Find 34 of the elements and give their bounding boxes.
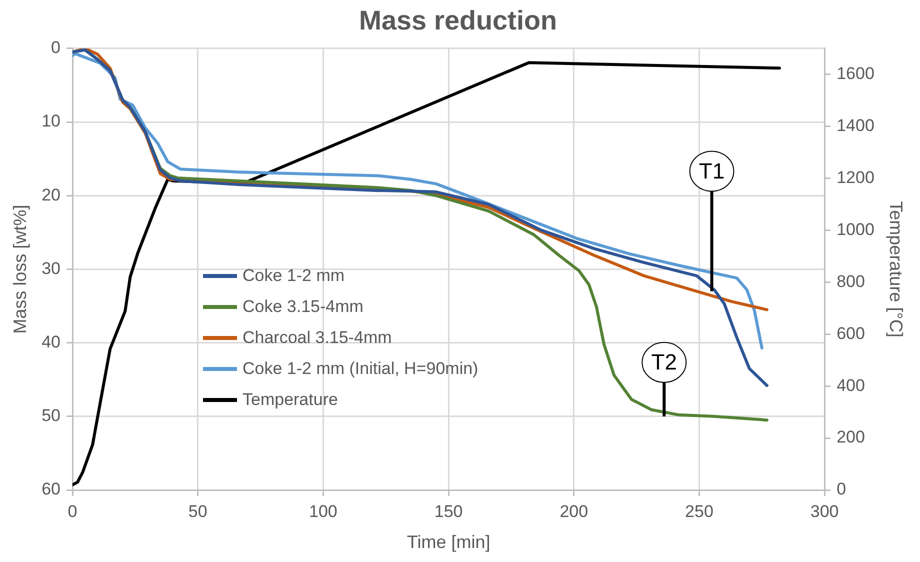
y-tick-label: 60 bbox=[42, 480, 61, 499]
y2-tick-label: 600 bbox=[836, 324, 865, 343]
legend-label: Coke 3.15-4mm bbox=[242, 296, 364, 317]
y-tick-label: 20 bbox=[42, 185, 61, 204]
x-tick-label: 0 bbox=[68, 502, 78, 521]
legend-label: Coke 1-2 mm (Initial, H=90min) bbox=[242, 358, 478, 379]
annotation: T2 bbox=[651, 349, 677, 374]
y2-tick-label: 400 bbox=[836, 376, 865, 395]
y-tick-label: 40 bbox=[42, 332, 61, 352]
y-axis-title: Mass loss [wt%] bbox=[10, 204, 30, 334]
y2-tick-label: 1600 bbox=[836, 64, 874, 84]
x-tick-label: 50 bbox=[188, 502, 208, 521]
x-tick-label: 100 bbox=[309, 502, 338, 521]
y2-tick-label: 200 bbox=[836, 428, 865, 447]
y-tick-label: 10 bbox=[42, 112, 61, 131]
y-tick-label: 50 bbox=[42, 406, 61, 426]
x-tick-label: 250 bbox=[685, 502, 714, 521]
x-tick-label: 150 bbox=[434, 502, 463, 521]
y2-tick-label: 0 bbox=[836, 480, 846, 499]
annotation: T1 bbox=[698, 158, 725, 184]
legend-label: Charcoal 3.15-4mm bbox=[242, 328, 392, 348]
legend-label: Temperature bbox=[242, 390, 338, 410]
x-tick-label: 200 bbox=[560, 502, 588, 521]
y2-tick-label: 1000 bbox=[836, 220, 874, 239]
y-tick-label: 0 bbox=[51, 38, 61, 58]
x-tick-label: 300 bbox=[810, 502, 839, 521]
y2-tick-label: 1200 bbox=[836, 168, 874, 187]
y-tick-label: 30 bbox=[42, 258, 61, 278]
y2-tick-label: 800 bbox=[836, 272, 865, 291]
chart-title: Mass reduction bbox=[358, 6, 558, 36]
y2-axis-title: Temperature [°C] bbox=[886, 201, 906, 338]
x-axis-title: Time [min] bbox=[406, 532, 490, 552]
legend-label: Coke 1-2 mm bbox=[242, 266, 345, 286]
y2-tick-label: 1400 bbox=[836, 116, 874, 136]
